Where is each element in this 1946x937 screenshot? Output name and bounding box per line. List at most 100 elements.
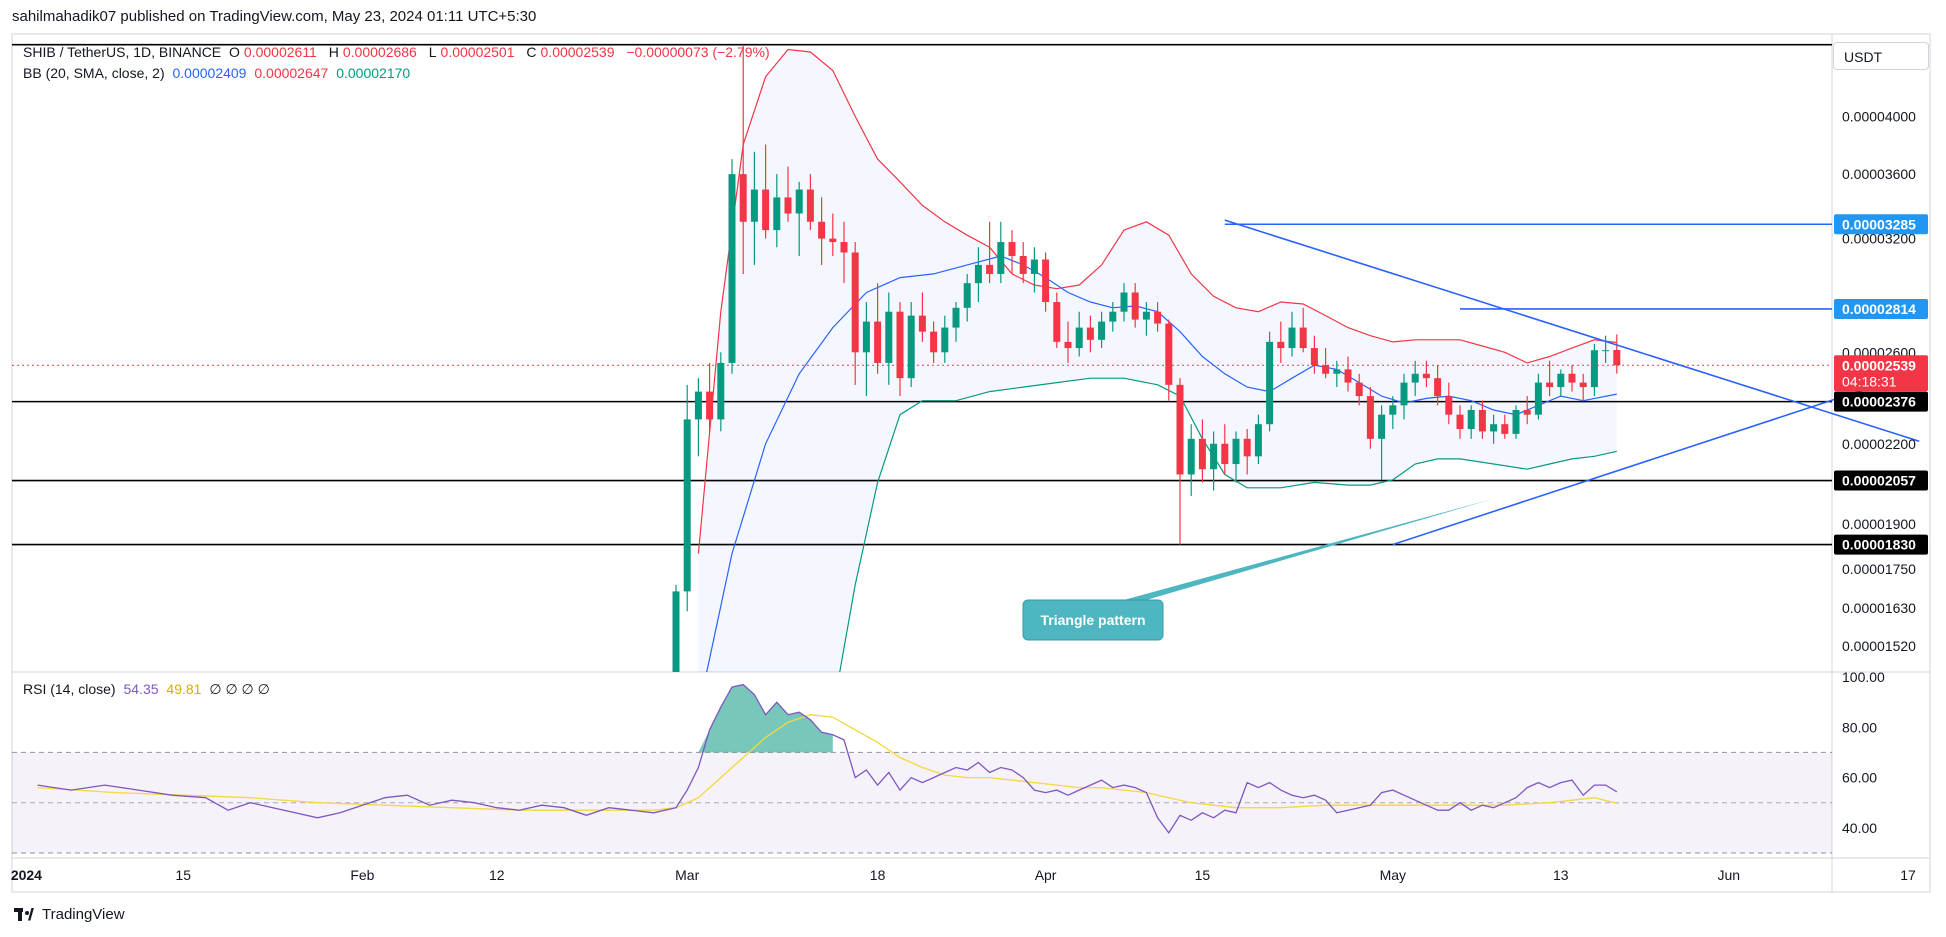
candle[interactable]: [1187, 424, 1195, 496]
candle[interactable]: [1400, 373, 1408, 420]
descending-trendline[interactable]: [1224, 219, 1920, 443]
candle[interactable]: [818, 197, 826, 265]
candle[interactable]: [1086, 315, 1094, 353]
candle[interactable]: [829, 213, 837, 256]
price-badge[interactable]: 0.00003285: [1834, 214, 1928, 235]
candle[interactable]: [963, 273, 971, 322]
candle[interactable]: [1210, 431, 1218, 491]
candle[interactable]: [1120, 283, 1128, 322]
candle[interactable]: [762, 144, 770, 239]
candle[interactable]: [1221, 424, 1229, 475]
candle[interactable]: [862, 302, 870, 397]
candle[interactable]: [1579, 373, 1587, 401]
annotation-box[interactable]: [1022, 599, 1164, 641]
candle[interactable]: [1198, 419, 1206, 483]
candle[interactable]: [1008, 230, 1016, 274]
candle[interactable]: [739, 44, 747, 274]
candle[interactable]: [1310, 335, 1318, 374]
candle[interactable]: [1131, 283, 1139, 328]
candle[interactable]: [1411, 360, 1419, 397]
candle[interactable]: [1142, 302, 1150, 336]
candle[interactable]: [941, 315, 949, 363]
candle[interactable]: [1254, 414, 1262, 465]
candle[interactable]: [1590, 343, 1598, 397]
candle[interactable]: [1019, 242, 1027, 284]
rsi-legend-label[interactable]: RSI (14, close): [23, 681, 116, 697]
candle[interactable]: [1042, 252, 1050, 312]
candle[interactable]: [773, 174, 781, 248]
candle[interactable]: [706, 362, 714, 432]
price-badge[interactable]: 0.00002376: [1834, 391, 1928, 412]
candle[interactable]: [1064, 321, 1072, 363]
candle[interactable]: [784, 166, 792, 222]
candle[interactable]: [1176, 378, 1184, 545]
candle[interactable]: [840, 221, 848, 284]
candle[interactable]: [1288, 311, 1296, 357]
candle[interactable]: [1568, 365, 1576, 392]
candle[interactable]: [1366, 387, 1374, 449]
candle[interactable]: [1467, 405, 1475, 439]
candle[interactable]: [1333, 360, 1341, 388]
candle[interactable]: [1109, 302, 1117, 332]
candle[interactable]: [1478, 400, 1486, 439]
candle[interactable]: [1546, 360, 1554, 397]
candle[interactable]: [1075, 311, 1083, 357]
candle[interactable]: [672, 584, 680, 672]
candle[interactable]: [1523, 396, 1531, 425]
candle[interactable]: [1232, 431, 1240, 483]
candle[interactable]: [918, 292, 926, 342]
bb-legend-label[interactable]: BB (20, SMA, close, 2): [23, 65, 165, 81]
candle[interactable]: [1053, 292, 1061, 349]
candle[interactable]: [1389, 396, 1397, 430]
candle[interactable]: [1266, 331, 1274, 432]
candle[interactable]: [1322, 348, 1330, 379]
candle[interactable]: [1422, 360, 1430, 388]
candle[interactable]: [1243, 429, 1251, 475]
candle[interactable]: [683, 384, 691, 612]
candle[interactable]: [1030, 247, 1038, 293]
candle[interactable]: [1098, 311, 1106, 349]
candle[interactable]: [806, 174, 814, 231]
candle[interactable]: [1602, 335, 1610, 363]
candle[interactable]: [1445, 382, 1453, 425]
ascending-trendline[interactable]: [1392, 381, 1886, 546]
candle[interactable]: [1512, 405, 1520, 439]
candle[interactable]: [1557, 369, 1565, 397]
candle[interactable]: [874, 283, 882, 374]
price-badge[interactable]: 0.00001830: [1834, 534, 1928, 555]
candle[interactable]: [1501, 414, 1509, 439]
candle[interactable]: [930, 321, 938, 363]
candle[interactable]: [1165, 319, 1173, 401]
candle[interactable]: [896, 302, 904, 397]
candle[interactable]: [851, 242, 859, 385]
candle[interactable]: [728, 159, 736, 374]
candle[interactable]: [907, 302, 915, 388]
candle[interactable]: [717, 352, 725, 432]
price-badge[interactable]: 0.00002057: [1834, 470, 1928, 491]
tradingview-logo[interactable]: TradingView: [14, 906, 125, 923]
candle[interactable]: [1299, 307, 1307, 353]
price-badge[interactable]: 0.00002814: [1834, 298, 1928, 319]
candle[interactable]: [986, 221, 994, 284]
candle[interactable]: [885, 292, 893, 385]
candle[interactable]: [1534, 373, 1542, 420]
legend-symbol[interactable]: SHIB / TetherUS, 1D, BINANCE: [23, 44, 222, 60]
candle[interactable]: [1277, 321, 1285, 363]
candle[interactable]: [1613, 334, 1621, 374]
candle[interactable]: [952, 302, 960, 342]
candle[interactable]: [1344, 356, 1352, 392]
candle[interactable]: [1434, 365, 1442, 406]
candle[interactable]: [997, 221, 1005, 284]
candle[interactable]: [1456, 405, 1464, 439]
candle[interactable]: [1154, 302, 1162, 332]
candle[interactable]: [795, 181, 803, 256]
candle[interactable]: [1490, 414, 1498, 444]
candle[interactable]: [750, 151, 758, 265]
candle[interactable]: [694, 378, 702, 457]
candle[interactable]: [974, 247, 982, 303]
candle[interactable]: [1355, 373, 1363, 406]
candle[interactable]: [1378, 405, 1386, 480]
currency-selector[interactable]: USDT: [1833, 42, 1929, 70]
